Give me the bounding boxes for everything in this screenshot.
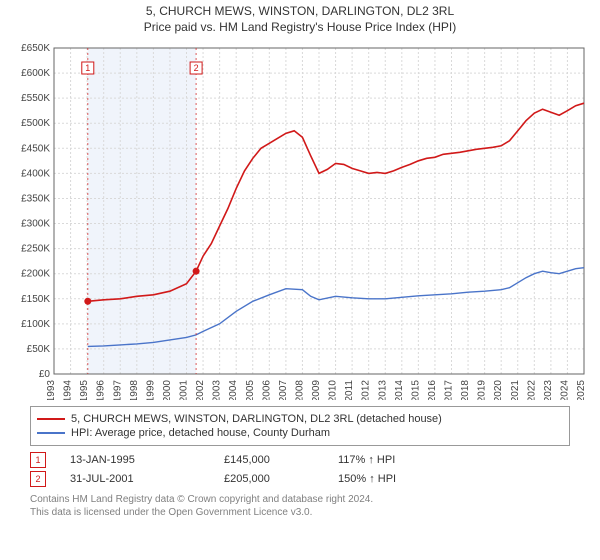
- legend-item: HPI: Average price, detached house, Coun…: [37, 427, 563, 439]
- svg-text:2017: 2017: [444, 380, 455, 400]
- svg-text:2005: 2005: [245, 380, 256, 400]
- svg-text:£300K: £300K: [21, 219, 50, 230]
- footer-line-2: This data is licensed under the Open Gov…: [30, 506, 570, 519]
- title-block: 5, CHURCH MEWS, WINSTON, DARLINGTON, DL2…: [0, 0, 600, 36]
- svg-text:2012: 2012: [361, 380, 372, 400]
- chart-area: £0 £50K £100K £150K £200K £250K £300K £350K £400…: [8, 40, 592, 400]
- svg-text:1994: 1994: [63, 380, 74, 400]
- svg-text:2000: 2000: [162, 380, 173, 400]
- legend-item: 5, CHURCH MEWS, WINSTON, DARLINGTON, DL2…: [37, 413, 563, 425]
- svg-text:£250K: £250K: [21, 244, 50, 255]
- legend: 5, CHURCH MEWS, WINSTON, DARLINGTON, DL2…: [30, 406, 570, 446]
- svg-text:1995: 1995: [79, 380, 90, 400]
- svg-text:2024: 2024: [559, 380, 570, 400]
- svg-text:£350K: £350K: [21, 193, 50, 204]
- svg-text:2008: 2008: [294, 380, 305, 400]
- svg-text:2016: 2016: [427, 380, 438, 400]
- svg-text:2014: 2014: [394, 380, 405, 400]
- svg-text:£400K: £400K: [21, 168, 50, 179]
- svg-text:2007: 2007: [278, 380, 289, 400]
- svg-text:1: 1: [85, 63, 90, 73]
- svg-text:2: 2: [194, 63, 199, 73]
- svg-text:2003: 2003: [212, 380, 223, 400]
- svg-text:2015: 2015: [410, 380, 421, 400]
- legend-label: 5, CHURCH MEWS, WINSTON, DARLINGTON, DL2…: [71, 413, 442, 425]
- transaction-marker: 1: [30, 452, 46, 468]
- svg-text:£100K: £100K: [21, 319, 50, 330]
- svg-text:£200K: £200K: [21, 269, 50, 280]
- transaction-pct: 117% ↑ HPI: [338, 454, 458, 466]
- svg-text:2023: 2023: [543, 380, 554, 400]
- svg-text:2019: 2019: [477, 380, 488, 400]
- legend-label: HPI: Average price, detached house, Coun…: [71, 427, 330, 439]
- legend-swatch: [37, 432, 65, 434]
- svg-text:2009: 2009: [311, 380, 322, 400]
- svg-text:1993: 1993: [46, 380, 57, 400]
- svg-text:£50K: £50K: [27, 344, 51, 355]
- svg-text:2002: 2002: [195, 380, 206, 400]
- svg-text:1998: 1998: [129, 380, 140, 400]
- svg-text:2011: 2011: [344, 380, 355, 400]
- chart-container: 5, CHURCH MEWS, WINSTON, DARLINGTON, DL2…: [0, 0, 600, 560]
- svg-text:£650K: £650K: [21, 43, 50, 54]
- footer-attribution: Contains HM Land Registry data © Crown c…: [30, 493, 570, 519]
- svg-text:£150K: £150K: [21, 294, 50, 305]
- transaction-pct: 150% ↑ HPI: [338, 473, 458, 485]
- svg-text:1997: 1997: [112, 380, 123, 400]
- legend-swatch: [37, 418, 65, 420]
- transaction-marker: 2: [30, 471, 46, 487]
- title-subtitle: Price paid vs. HM Land Registry's House …: [0, 20, 600, 34]
- svg-text:2013: 2013: [377, 380, 388, 400]
- svg-text:1996: 1996: [96, 380, 107, 400]
- svg-text:£450K: £450K: [21, 143, 50, 154]
- transaction-price: £205,000: [224, 473, 314, 485]
- svg-text:2021: 2021: [510, 380, 521, 400]
- svg-text:2022: 2022: [526, 380, 537, 400]
- svg-text:2006: 2006: [261, 380, 272, 400]
- svg-text:£500K: £500K: [21, 118, 50, 129]
- svg-text:2020: 2020: [493, 380, 504, 400]
- svg-text:£550K: £550K: [21, 93, 50, 104]
- svg-text:2010: 2010: [328, 380, 339, 400]
- price-chart: £0 £50K £100K £150K £200K £250K £300K £350K £400…: [8, 40, 592, 400]
- transaction-row: 1 13-JAN-1995 £145,000 117% ↑ HPI: [30, 452, 570, 468]
- transaction-date: 31-JUL-2001: [70, 473, 200, 485]
- svg-text:2025: 2025: [576, 380, 587, 400]
- svg-text:1999: 1999: [145, 380, 156, 400]
- svg-text:£600K: £600K: [21, 68, 50, 79]
- footer-line-1: Contains HM Land Registry data © Crown c…: [30, 493, 570, 506]
- svg-text:2001: 2001: [179, 380, 190, 400]
- transaction-price: £145,000: [224, 454, 314, 466]
- svg-text:£0: £0: [39, 369, 51, 380]
- transaction-date: 13-JAN-1995: [70, 454, 200, 466]
- title-address: 5, CHURCH MEWS, WINSTON, DARLINGTON, DL2…: [0, 4, 600, 18]
- svg-text:2018: 2018: [460, 380, 471, 400]
- svg-text:2004: 2004: [228, 380, 239, 400]
- transaction-row: 2 31-JUL-2001 £205,000 150% ↑ HPI: [30, 471, 570, 487]
- transactions-list: 1 13-JAN-1995 £145,000 117% ↑ HPI 2 31-JUL-20…: [30, 452, 570, 487]
